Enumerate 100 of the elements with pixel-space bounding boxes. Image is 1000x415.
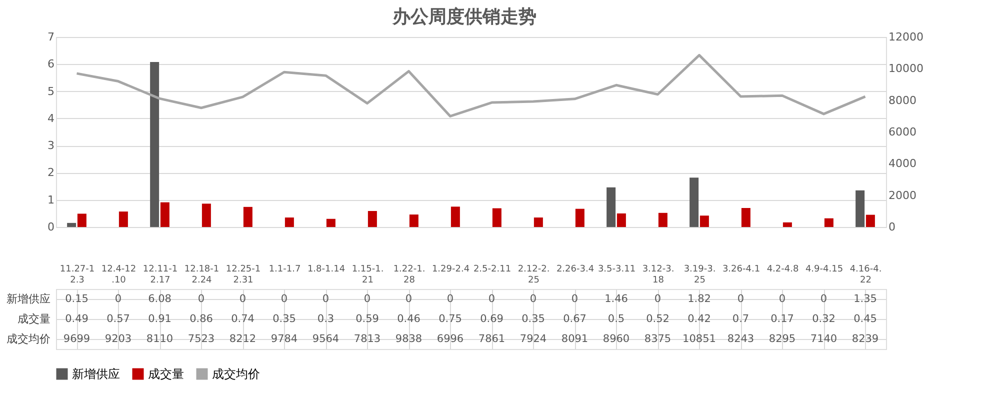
data-label: 8239	[852, 333, 879, 345]
data-label: 0.5	[608, 313, 625, 325]
bar	[492, 208, 502, 227]
x-tick-label: 11.27-12.3	[60, 264, 95, 286]
x-tick-label: 12.18-12.24	[184, 264, 220, 286]
data-label: 0	[198, 293, 205, 305]
data-label: 8375	[644, 333, 672, 345]
bar	[824, 218, 834, 227]
bar	[741, 208, 750, 227]
data-label: 8243	[727, 333, 754, 345]
data-label: 7924	[520, 333, 547, 345]
y-tick-label: 2	[48, 166, 54, 180]
data-label: 0.69	[480, 313, 504, 325]
data-label: 7813	[354, 333, 381, 345]
data-label: 0.42	[688, 313, 711, 325]
y2-tick-label: 10000	[888, 62, 924, 76]
bar	[690, 178, 699, 227]
x-tick-label: 1.22-1.28	[393, 264, 426, 286]
x-tick-label: 3.26-4.1	[722, 264, 760, 274]
data-label: 0	[737, 293, 744, 305]
data-label: 1.82	[688, 293, 711, 305]
bar	[534, 218, 543, 227]
data-label: 0	[654, 293, 662, 305]
bar	[700, 216, 709, 227]
data-label: 8295	[768, 333, 796, 345]
bar	[77, 214, 86, 227]
bar	[866, 214, 875, 227]
data-label: 0	[280, 293, 288, 305]
data-label: 0.32	[812, 313, 836, 325]
bar	[658, 212, 668, 227]
data-label: 8960	[602, 333, 630, 345]
data-label: 6.08	[148, 293, 172, 305]
bar	[616, 213, 626, 227]
y-tick-label: 5	[48, 84, 54, 98]
x-tick-label: 1.29-2.4	[432, 264, 470, 274]
x-tick-label: 12.25-12.31	[226, 264, 261, 286]
data-label: 8110	[146, 333, 174, 345]
data-label: 0	[530, 293, 537, 305]
data-label: 0	[571, 293, 578, 305]
y-tick-label: 0	[48, 220, 54, 234]
data-label: 8212	[229, 333, 256, 345]
bar	[575, 208, 584, 227]
data-label: 9564	[312, 333, 340, 345]
y2-tick-label: 0	[888, 220, 896, 234]
data-label: 0	[322, 293, 330, 305]
text: 成交量	[18, 312, 50, 326]
data-label: 0.15	[65, 293, 88, 305]
x-tick-label: 4.2-4.8	[766, 264, 799, 274]
data-label: 0	[446, 293, 454, 305]
data-label: 0.52	[646, 313, 670, 325]
data-label: 10851	[682, 333, 716, 345]
data-label: 0	[488, 293, 496, 305]
bar	[150, 62, 160, 227]
bar	[118, 212, 128, 227]
data-label: 0	[364, 293, 371, 305]
bar	[243, 206, 252, 227]
y2-tick-label: 2000	[888, 188, 916, 202]
data-label: 0	[405, 293, 412, 305]
data-label: 7140	[810, 333, 838, 345]
bar	[409, 214, 418, 227]
y2-tick-label: 12000	[888, 30, 924, 44]
data-label: 0.57	[106, 313, 130, 325]
y-tick-label: 3	[48, 139, 54, 152]
bar	[284, 218, 294, 227]
data-label: 0.35	[272, 313, 296, 325]
bar	[856, 190, 865, 227]
bar	[782, 222, 792, 227]
legend-label: 成交均价	[212, 367, 260, 381]
data-label: 1.35	[854, 293, 877, 305]
y2-tick-label: 8000	[888, 94, 916, 107]
x-tick-label: 2.12-2.25	[518, 264, 550, 286]
x-tick-label: 4.16-4.22	[850, 264, 882, 286]
data-label: 9838	[395, 333, 422, 345]
text: 新增供应	[6, 292, 50, 306]
y-tick-label: 6	[48, 58, 54, 71]
text: 成交均价	[6, 332, 50, 346]
data-label: 8091	[561, 333, 588, 345]
y-tick-label: 1	[48, 193, 54, 206]
y2-tick-label: 6000	[888, 126, 916, 138]
data-label: 0.17	[770, 313, 794, 325]
chart-title: 办公周度供销走势	[391, 6, 536, 28]
x-tick-label: 4.9-4.15	[805, 264, 844, 274]
data-label: 0.67	[563, 313, 586, 325]
bar	[368, 210, 377, 227]
x-tick-label: 1.1-1.7	[268, 264, 301, 274]
data-label: 0.86	[190, 313, 214, 325]
data-label: 0.49	[65, 313, 88, 325]
legend-label: 新增供应	[72, 367, 120, 381]
bar	[450, 206, 460, 227]
line-series	[76, 54, 866, 118]
data-label: 0	[114, 293, 122, 305]
bar	[67, 222, 76, 227]
x-tick-label: 3.19-3.25	[684, 264, 716, 286]
data-label: 0.74	[231, 313, 255, 325]
data-label: 0.91	[148, 313, 172, 325]
bar	[326, 218, 336, 227]
x-tick-label: 2.26-3.4	[556, 264, 594, 274]
data-label: 0.7	[732, 313, 750, 325]
data-label: 0.75	[438, 313, 462, 325]
data-label: 0	[820, 293, 828, 305]
